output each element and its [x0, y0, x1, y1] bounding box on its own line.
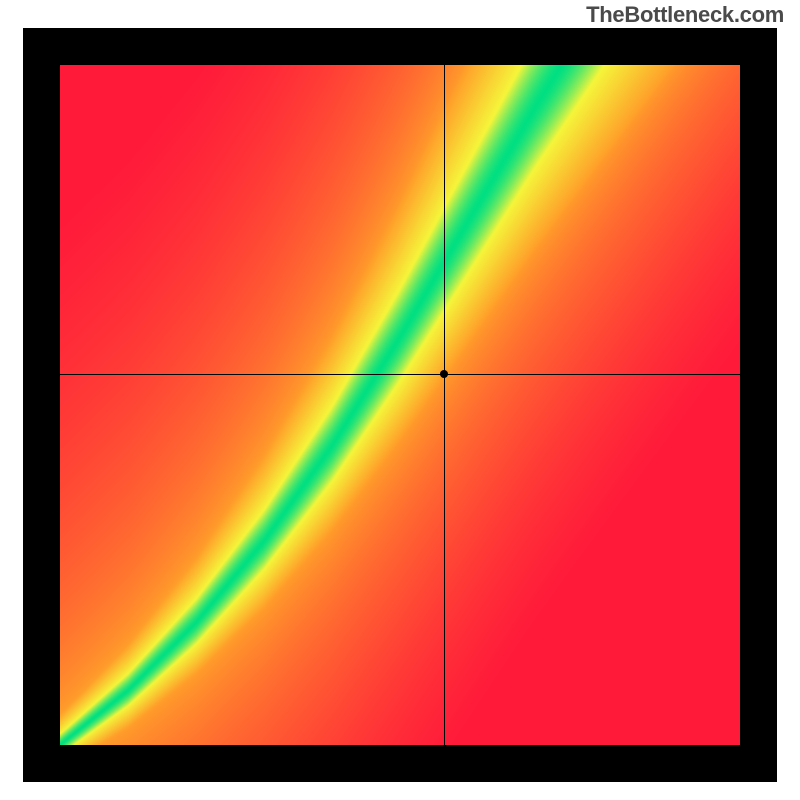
watermark-text: TheBottleneck.com — [586, 2, 784, 28]
chart-container: TheBottleneck.com — [0, 0, 800, 800]
crosshair-horizontal — [60, 374, 740, 375]
crosshair-vertical — [444, 65, 445, 745]
chart-frame — [23, 28, 777, 782]
heatmap-canvas — [60, 65, 740, 745]
data-point-marker — [440, 370, 448, 378]
